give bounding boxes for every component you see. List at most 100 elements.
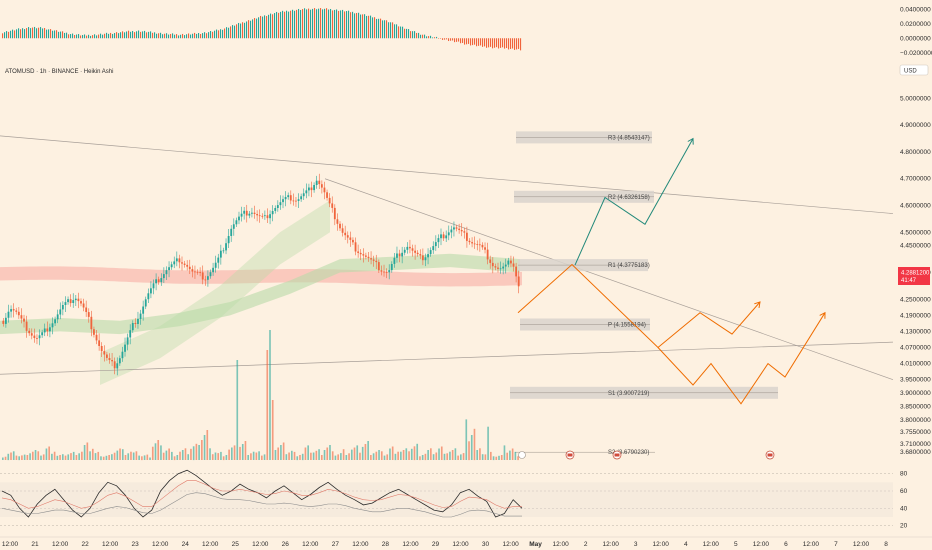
- time-tick-label: 12:00: [753, 541, 770, 548]
- candle-body: [214, 262, 217, 268]
- candle-body: [362, 254, 365, 256]
- rsi-pane: 80 60 40 20: [0, 469, 908, 530]
- candle-body: [196, 271, 199, 273]
- time-tick-label: 8: [884, 541, 888, 548]
- candle-body: [318, 180, 321, 185]
- volume-bar: [277, 447, 279, 460]
- candle-body: [341, 228, 344, 233]
- oscillator-bar: [390, 22, 392, 39]
- volume-bar: [386, 454, 389, 460]
- volume-bar: [162, 452, 165, 460]
- projection-arrowhead: [754, 301, 761, 308]
- oscillator-bar: [24, 29, 26, 39]
- oscillator-bar: [432, 37, 434, 39]
- moving-average-ribbons: [0, 200, 522, 385]
- time-tick-label: 4: [684, 541, 688, 548]
- time-tick-label: 5: [734, 541, 738, 548]
- volume-bar: [138, 455, 140, 460]
- volume-bar: [334, 455, 337, 460]
- candle-body: [199, 272, 202, 273]
- volume-bar: [367, 441, 369, 460]
- oscillator-bar: [58, 31, 60, 39]
- volume-bar: [53, 451, 56, 460]
- oscillator-bar: [6, 31, 8, 39]
- candle-body: [297, 199, 300, 201]
- oscillator-tick-label: 0.0400000: [900, 6, 931, 13]
- oscillator-bar: [54, 30, 56, 39]
- candle-body: [305, 190, 308, 194]
- oscillator-bar: [360, 14, 362, 39]
- oscillator-tick-label: 0.0000000: [900, 35, 931, 42]
- price-tick-label: 3.7550000: [900, 429, 931, 436]
- oscillator-bar: [308, 8, 310, 39]
- oscillator-bar: [460, 38, 462, 44]
- oscillator-bar: [486, 38, 488, 48]
- candle-body: [142, 306, 145, 314]
- volume-bar: [135, 451, 138, 460]
- volume-bar: [329, 445, 331, 460]
- projection-path: [574, 138, 694, 266]
- oscillator-bar: [330, 8, 332, 39]
- oscillator-bar: [482, 38, 484, 47]
- volume-bar: [97, 451, 100, 460]
- candle-body: [468, 240, 471, 243]
- currency-box[interactable]: [899, 64, 929, 76]
- volume-bar: [299, 455, 301, 460]
- time-axis[interactable]: 12:00 21 12:00 22 12:00 23 12:00 24 12:00 25 12:00…: [0, 536, 932, 548]
- oscillator-bar: [290, 10, 292, 39]
- volume-bar: [252, 451, 255, 460]
- candle-body: [313, 185, 315, 191]
- volume-bar: [72, 451, 75, 460]
- oscillator-bar: [378, 18, 380, 39]
- candle-body: [248, 213, 251, 216]
- oscillator-bar: [428, 36, 430, 39]
- candle-body: [344, 232, 347, 236]
- oscillator-bar: [218, 30, 220, 39]
- volume-bar: [430, 448, 432, 460]
- oscillator-bar: [156, 33, 158, 39]
- time-tick-label: 2: [584, 541, 588, 548]
- volume-bar: [81, 451, 83, 460]
- volume-bar: [290, 450, 293, 460]
- candle-body: [74, 298, 77, 301]
- oscillator-bar: [520, 38, 522, 51]
- oscillator-bar: [164, 33, 166, 39]
- candle-body: [173, 261, 176, 265]
- volume-bar: [487, 426, 489, 460]
- oscillator-bar: [342, 9, 344, 39]
- candle-body: [155, 279, 158, 284]
- rsi-band: [0, 482, 893, 517]
- candle-body: [56, 314, 59, 320]
- candle-body: [77, 298, 80, 302]
- upper-trendline: [0, 135, 894, 214]
- oscillator-bar: [388, 22, 390, 39]
- oscillator-bar: [236, 24, 238, 39]
- volume-bar: [34, 450, 37, 460]
- event-markers: [518, 450, 775, 460]
- volume-bar: [446, 453, 449, 460]
- time-tick-label: 7: [834, 541, 838, 548]
- time-tick-label: 12:00: [252, 541, 269, 548]
- candle-body: [409, 246, 411, 249]
- volume-bar: [440, 446, 443, 460]
- projection-arrowhead: [687, 137, 694, 145]
- oscillator-bar: [44, 27, 46, 39]
- volume-bar: [195, 443, 198, 460]
- volume-bar: [465, 419, 468, 460]
- volume-bar: [143, 455, 146, 460]
- volume-bar: [91, 448, 94, 460]
- candle-body: [98, 340, 101, 346]
- oscillator-bar: [410, 31, 412, 39]
- volume-bar: [348, 453, 350, 460]
- candle-body: [103, 351, 106, 355]
- volume-bar: [258, 451, 260, 460]
- volume-bar: [495, 456, 498, 460]
- candle-body: [258, 215, 261, 217]
- volume-bar: [391, 446, 394, 460]
- time-tick-label: 27: [332, 541, 340, 548]
- volume-bar: [64, 455, 67, 460]
- time-tick-label: 12:00: [52, 541, 69, 548]
- candle-body: [390, 264, 393, 271]
- candle-body: [7, 311, 10, 318]
